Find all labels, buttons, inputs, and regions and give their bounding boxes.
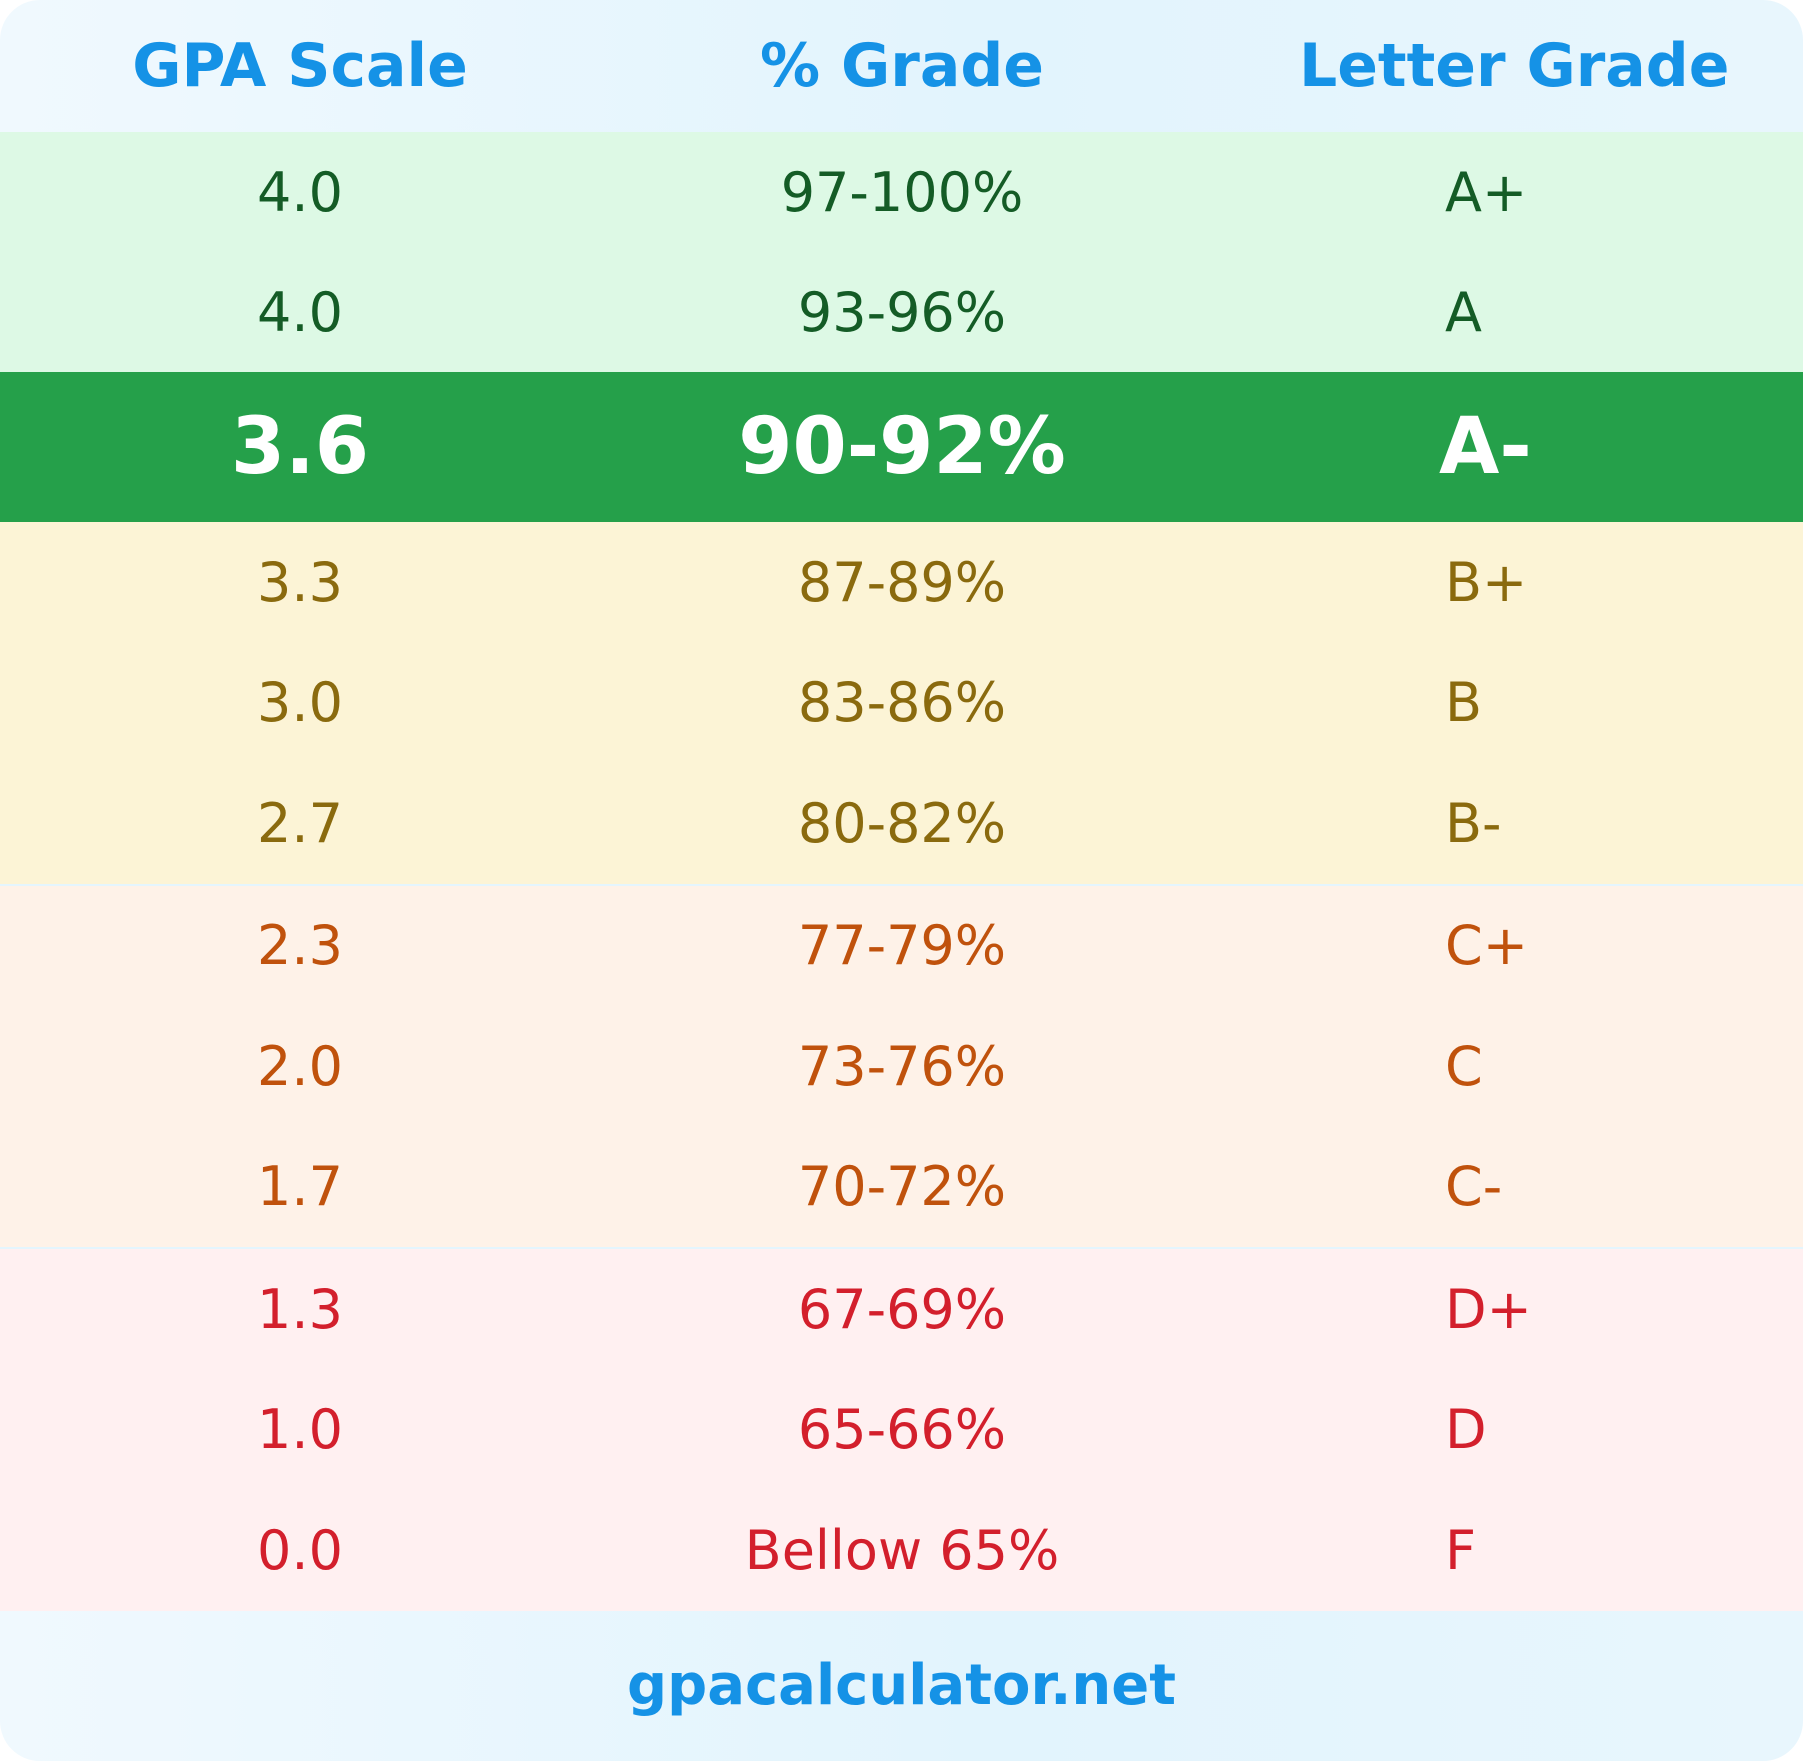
letter-grade: B [1445,671,1483,735]
table-row: 4.0 97-100% A+ [0,132,1803,252]
section-b-grades: 3.3 87-89% B+ 3.0 83-86% B 2.7 80-82% B- [0,522,1803,884]
gpa-value: 2.3 [257,914,343,978]
header-gpa-scale: GPA Scale [132,31,468,101]
percent-range: 90-92% [738,402,1066,492]
gpa-value: 2.7 [257,791,343,855]
header-letter-grade: Letter Grade [1299,31,1730,101]
header-percent-grade: % Grade [760,31,1044,101]
table-row: 3.0 83-86% B [0,643,1803,764]
percent-range: 73-76% [797,1034,1007,1098]
table-row: 3.3 87-89% B+ [0,522,1803,643]
percent-range: 77-79% [797,914,1007,978]
percent-range: 87-89% [797,550,1007,614]
percent-range: 83-86% [797,671,1007,735]
percent-range: 70-72% [797,1155,1007,1219]
percent-range: 80-82% [797,791,1007,855]
gpa-value: 0.0 [257,1518,343,1582]
section-divider [0,883,1803,886]
highlighted-row: 3.6 90-92% A- [0,372,1803,522]
gpa-value: 1.7 [257,1155,343,1219]
percent-range: 67-69% [797,1277,1007,1341]
section-d-f-grades: 1.3 67-69% D+ 1.0 65-66% D 0.0 Bellow 65… [0,1249,1803,1611]
letter-grade: B+ [1445,550,1528,614]
section-a-grades: 4.0 97-100% A+ 4.0 93-96% A [0,132,1803,372]
table-row: 1.3 67-69% D+ [0,1249,1803,1370]
letter-grade: A+ [1445,160,1528,224]
letter-grade: D [1445,1398,1487,1462]
letter-grade: C+ [1445,914,1528,978]
table-row: 0.0 Bellow 65% F [0,1490,1803,1611]
gpa-value: 1.3 [257,1277,343,1341]
table-row: 4.0 93-96% A [0,252,1803,372]
percent-range: 93-96% [797,280,1007,344]
table-row: 2.7 80-82% B- [0,763,1803,884]
gpa-value: 3.6 [230,402,370,492]
site-name: gpacalculator.net [627,1653,1176,1718]
table-header: GPA Scale % Grade Letter Grade [0,0,1803,132]
letter-grade: C [1445,1034,1483,1098]
table-row: 2.3 77-79% C+ [0,886,1803,1007]
table-row: 1.0 65-66% D [0,1370,1803,1491]
percent-range: 97-100% [780,160,1024,224]
letter-grade: A [1445,280,1482,344]
letter-grade: B- [1445,791,1502,855]
section-divider [0,1247,1803,1249]
table-row: 1.7 70-72% C- [0,1127,1803,1248]
percent-range: Bellow 65% [744,1518,1060,1582]
gpa-value: 3.3 [257,550,343,614]
gpa-value: 3.0 [257,671,343,735]
gpa-value: 1.0 [257,1398,343,1462]
letter-grade: A- [1439,402,1532,492]
section-c-grades: 2.3 77-79% C+ 2.0 73-76% C 1.7 70-72% C- [0,885,1803,1248]
letter-grade: D+ [1445,1277,1532,1341]
gpa-value: 4.0 [257,280,343,344]
letter-grade: C- [1445,1155,1503,1219]
footer: gpacalculator.net [0,1610,1803,1761]
table-row: 2.0 73-76% C [0,1006,1803,1127]
letter-grade: F [1445,1518,1477,1582]
gpa-value: 4.0 [257,160,343,224]
gpa-value: 2.0 [257,1034,343,1098]
percent-range: 65-66% [797,1398,1007,1462]
